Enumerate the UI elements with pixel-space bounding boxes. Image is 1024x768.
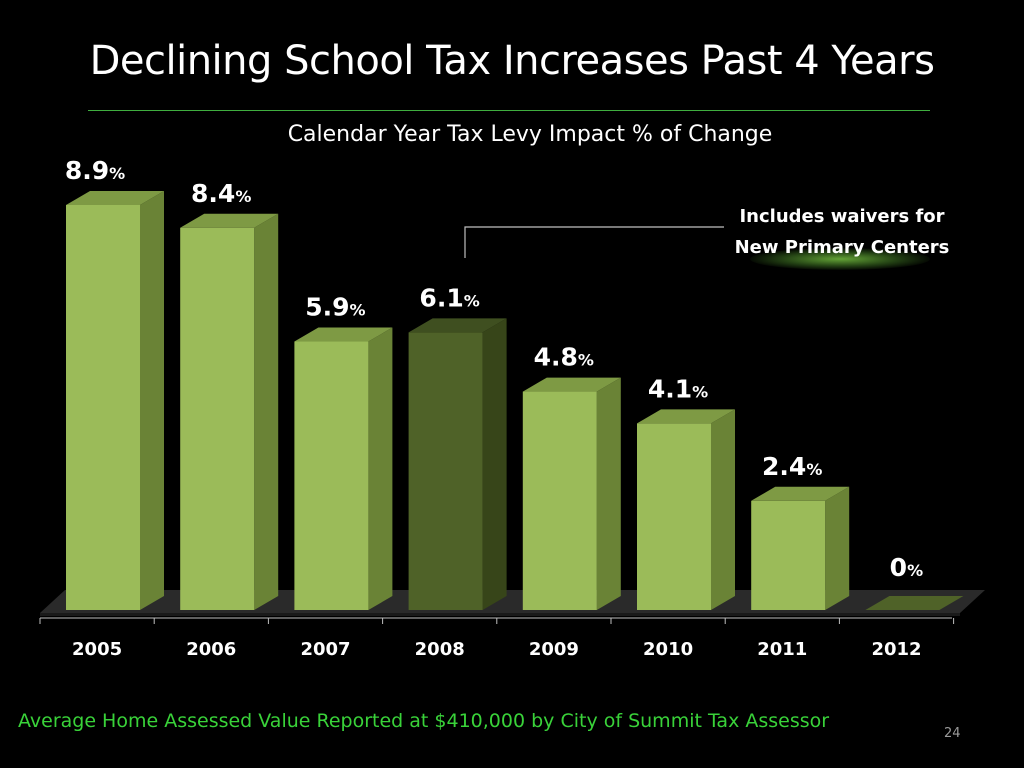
bar-2007 (294, 341, 369, 610)
bar-side-2009 (596, 377, 621, 610)
bar-top-2005 (66, 191, 164, 205)
slide-title: Declining School Tax Increases Past 4 Ye… (89, 38, 935, 84)
callout-line-2: New Primary Centers (734, 237, 950, 258)
data-label-2008: 6.1% (419, 283, 479, 312)
bar-2011 (751, 500, 826, 610)
callout-annotation: Includes waivers for New Primary Centers (712, 201, 972, 263)
x-tick-label-2012: 2012 (871, 639, 921, 660)
data-label-2009: 4.8% (534, 343, 594, 372)
data-label-2006: 8.4% (191, 179, 251, 208)
callout-connector (464, 226, 724, 258)
bar-top-2010 (637, 409, 735, 424)
x-tick-label-2006: 2006 (186, 639, 236, 660)
footer-note: Average Home Assessed Value Reported at … (18, 710, 830, 732)
bar-top-2011 (751, 486, 850, 501)
bar-2010 (637, 423, 711, 610)
bar-2006 (180, 227, 255, 610)
data-label-2010: 4.1% (648, 374, 708, 403)
x-tick-label-2011: 2011 (757, 639, 807, 660)
callout-glow (750, 248, 930, 270)
bar-top-2006 (180, 213, 279, 228)
bar-top-2009 (522, 377, 621, 392)
title-divider (88, 110, 930, 111)
bar-2008 (408, 332, 483, 610)
bar-2012 (865, 596, 964, 610)
bar-side-2011 (825, 486, 850, 610)
bar-side-2006 (254, 213, 279, 610)
x-tick-label-2007: 2007 (300, 639, 350, 660)
bar-side-2005 (140, 191, 164, 610)
page-number: 24 (944, 726, 961, 741)
x-tick-label-2008: 2008 (415, 639, 465, 660)
bar-2005 (66, 205, 140, 610)
callout-line-1: Includes waivers for (739, 206, 945, 227)
chart-floor-edge (40, 613, 960, 616)
bar-side-2010 (711, 409, 735, 610)
bar-chart: 8.9% 2005 8.4% 2006 5.9% 2007 6.1% 2008 4.8% 2009… (39, 156, 985, 660)
data-label-2011: 2.4% (762, 452, 822, 481)
bar-top-2007 (294, 327, 393, 342)
bar-side-2008 (482, 318, 507, 610)
data-label-2012: 0% (890, 553, 923, 582)
chart-title: Calendar Year Tax Levy Impact % of Chang… (287, 122, 773, 147)
bar-side-2007 (368, 327, 393, 610)
x-tick-label-2010: 2010 (643, 639, 693, 660)
data-label-2007: 5.9% (305, 293, 365, 322)
x-tick-label-2005: 2005 (72, 639, 122, 660)
bar-top-2008 (408, 318, 507, 333)
data-label-2005: 8.9% (65, 156, 125, 185)
bar-2009 (522, 391, 597, 610)
x-tick-label-2009: 2009 (529, 639, 579, 660)
